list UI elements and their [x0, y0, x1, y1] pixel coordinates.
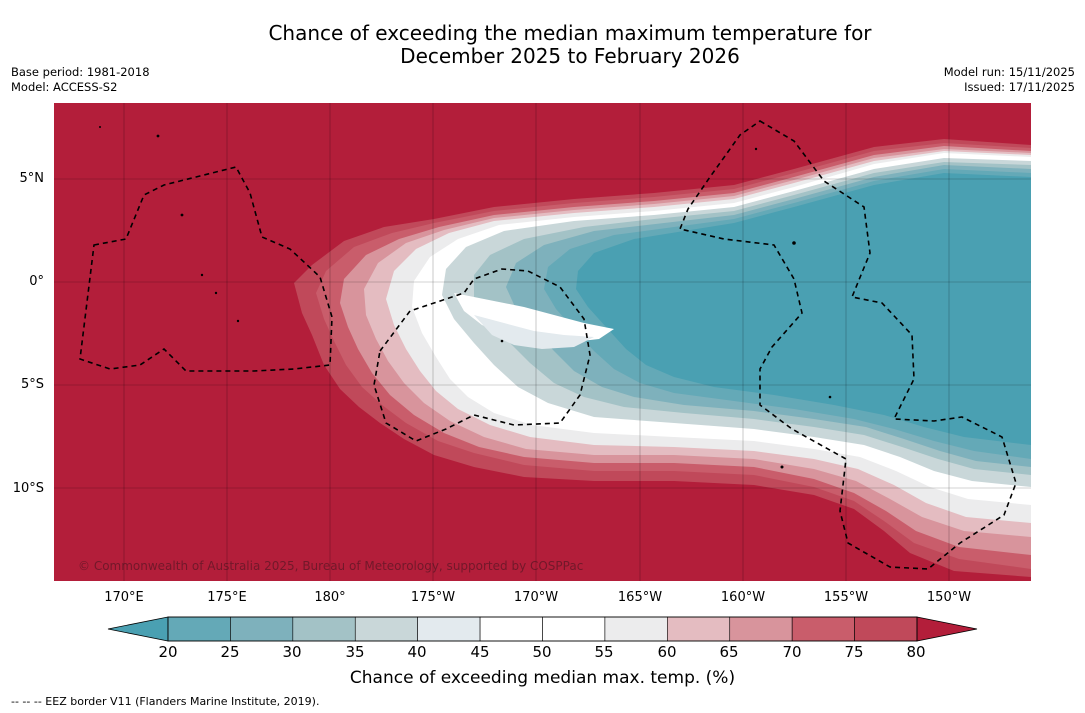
eez-line-islands	[678, 120, 1017, 570]
colorbar-segment	[479, 616, 543, 642]
colorbar-tick-65: 65	[719, 643, 739, 661]
colorbar-tick-75: 75	[844, 643, 864, 661]
colorbar-segment	[167, 616, 231, 642]
lon-label-175e: 175°E	[207, 590, 247, 605]
colorbar-segment	[542, 616, 606, 642]
colorbar-tick-70: 70	[782, 643, 802, 661]
colorbar-segment	[417, 616, 481, 642]
lon-label-170w: 170°W	[513, 590, 559, 605]
eez-phoenix-islands	[373, 268, 591, 442]
central-grey-tongue	[474, 315, 594, 349]
meta-right: Model run: 15/11/2025 Issued: 17/11/2025	[944, 65, 1075, 95]
colorbar-tick-30: 30	[282, 643, 302, 661]
eez-footnote: -- -- -- EEZ border V11 (Flanders Marine…	[11, 695, 320, 708]
issued-date: Issued: 17/11/2025	[964, 80, 1075, 94]
colorbar-segment	[854, 616, 918, 642]
colorbar-tick-20: 20	[158, 643, 178, 661]
colorbar-tick-35: 35	[345, 643, 365, 661]
colorbar-segment	[667, 616, 731, 642]
colorbar-label: Chance of exceeding median max. temp. (%…	[349, 668, 736, 688]
colorbar-segment	[791, 616, 855, 642]
colorbar-segment	[292, 616, 356, 642]
model-name: Model: ACCESS-S2	[11, 80, 118, 94]
map-panel[interactable]	[54, 103, 1031, 581]
colorbar-outline	[167, 616, 918, 642]
lon-label-175w: 175°W	[410, 590, 456, 605]
lon-label-165w: 165°W	[617, 590, 663, 605]
colorbar-segments	[167, 616, 918, 642]
lat-label-5s: 5°S	[20, 377, 44, 392]
colorbar-segment	[354, 616, 418, 642]
lon-label-170e: 170°E	[104, 590, 144, 605]
island-markers	[99, 126, 832, 469]
lon-label-155w: 155°W	[823, 590, 869, 605]
model-run: Model run: 15/11/2025	[943, 65, 1075, 79]
colorbar-tick-45: 45	[470, 643, 490, 661]
colorbar-low-extend	[107, 616, 169, 642]
colorbar-tick-60: 60	[657, 643, 677, 661]
colorbar-tick-25: 25	[220, 643, 240, 661]
colorbar-high-extend	[916, 616, 978, 642]
lat-label-5n: 5°N	[19, 171, 45, 186]
colorbar-segment	[604, 616, 668, 642]
colorbar-segment	[230, 616, 294, 642]
colorbar-tick-50: 50	[532, 643, 552, 661]
lat-label-10s: 10°S	[12, 481, 44, 496]
title-line-1: Chance of exceeding the median maximum t…	[268, 21, 872, 45]
colorbar-tick-80: 80	[906, 643, 926, 661]
central-white-tongue	[454, 293, 614, 343]
title-line-2: December 2025 to February 2026	[400, 44, 740, 68]
band-below-20	[576, 173, 1031, 445]
map-title: Chance of exceeding the median maximum t…	[170, 22, 970, 68]
graticule	[54, 103, 1031, 581]
lon-label-160w: 160°W	[720, 590, 766, 605]
colorbar-segment	[729, 616, 793, 642]
colorbar-tick-40: 40	[407, 643, 427, 661]
base-period: Base period: 1981-2018	[11, 65, 150, 79]
colorbar	[107, 616, 978, 642]
copyright-notice: © Commonwealth of Australia 2025, Bureau…	[78, 559, 584, 573]
colorbar-tick-55: 55	[594, 643, 614, 661]
lon-label-180: 180°	[314, 590, 346, 605]
eez-tuvalu-kiribati-west	[79, 166, 333, 372]
meta-left: Base period: 1981-2018 Model: ACCESS-S2	[11, 65, 150, 95]
lat-label-0: 0°	[29, 274, 44, 289]
map-svg	[54, 103, 1031, 581]
lon-label-150w: 150°W	[926, 590, 972, 605]
eez-borders	[79, 120, 1017, 570]
